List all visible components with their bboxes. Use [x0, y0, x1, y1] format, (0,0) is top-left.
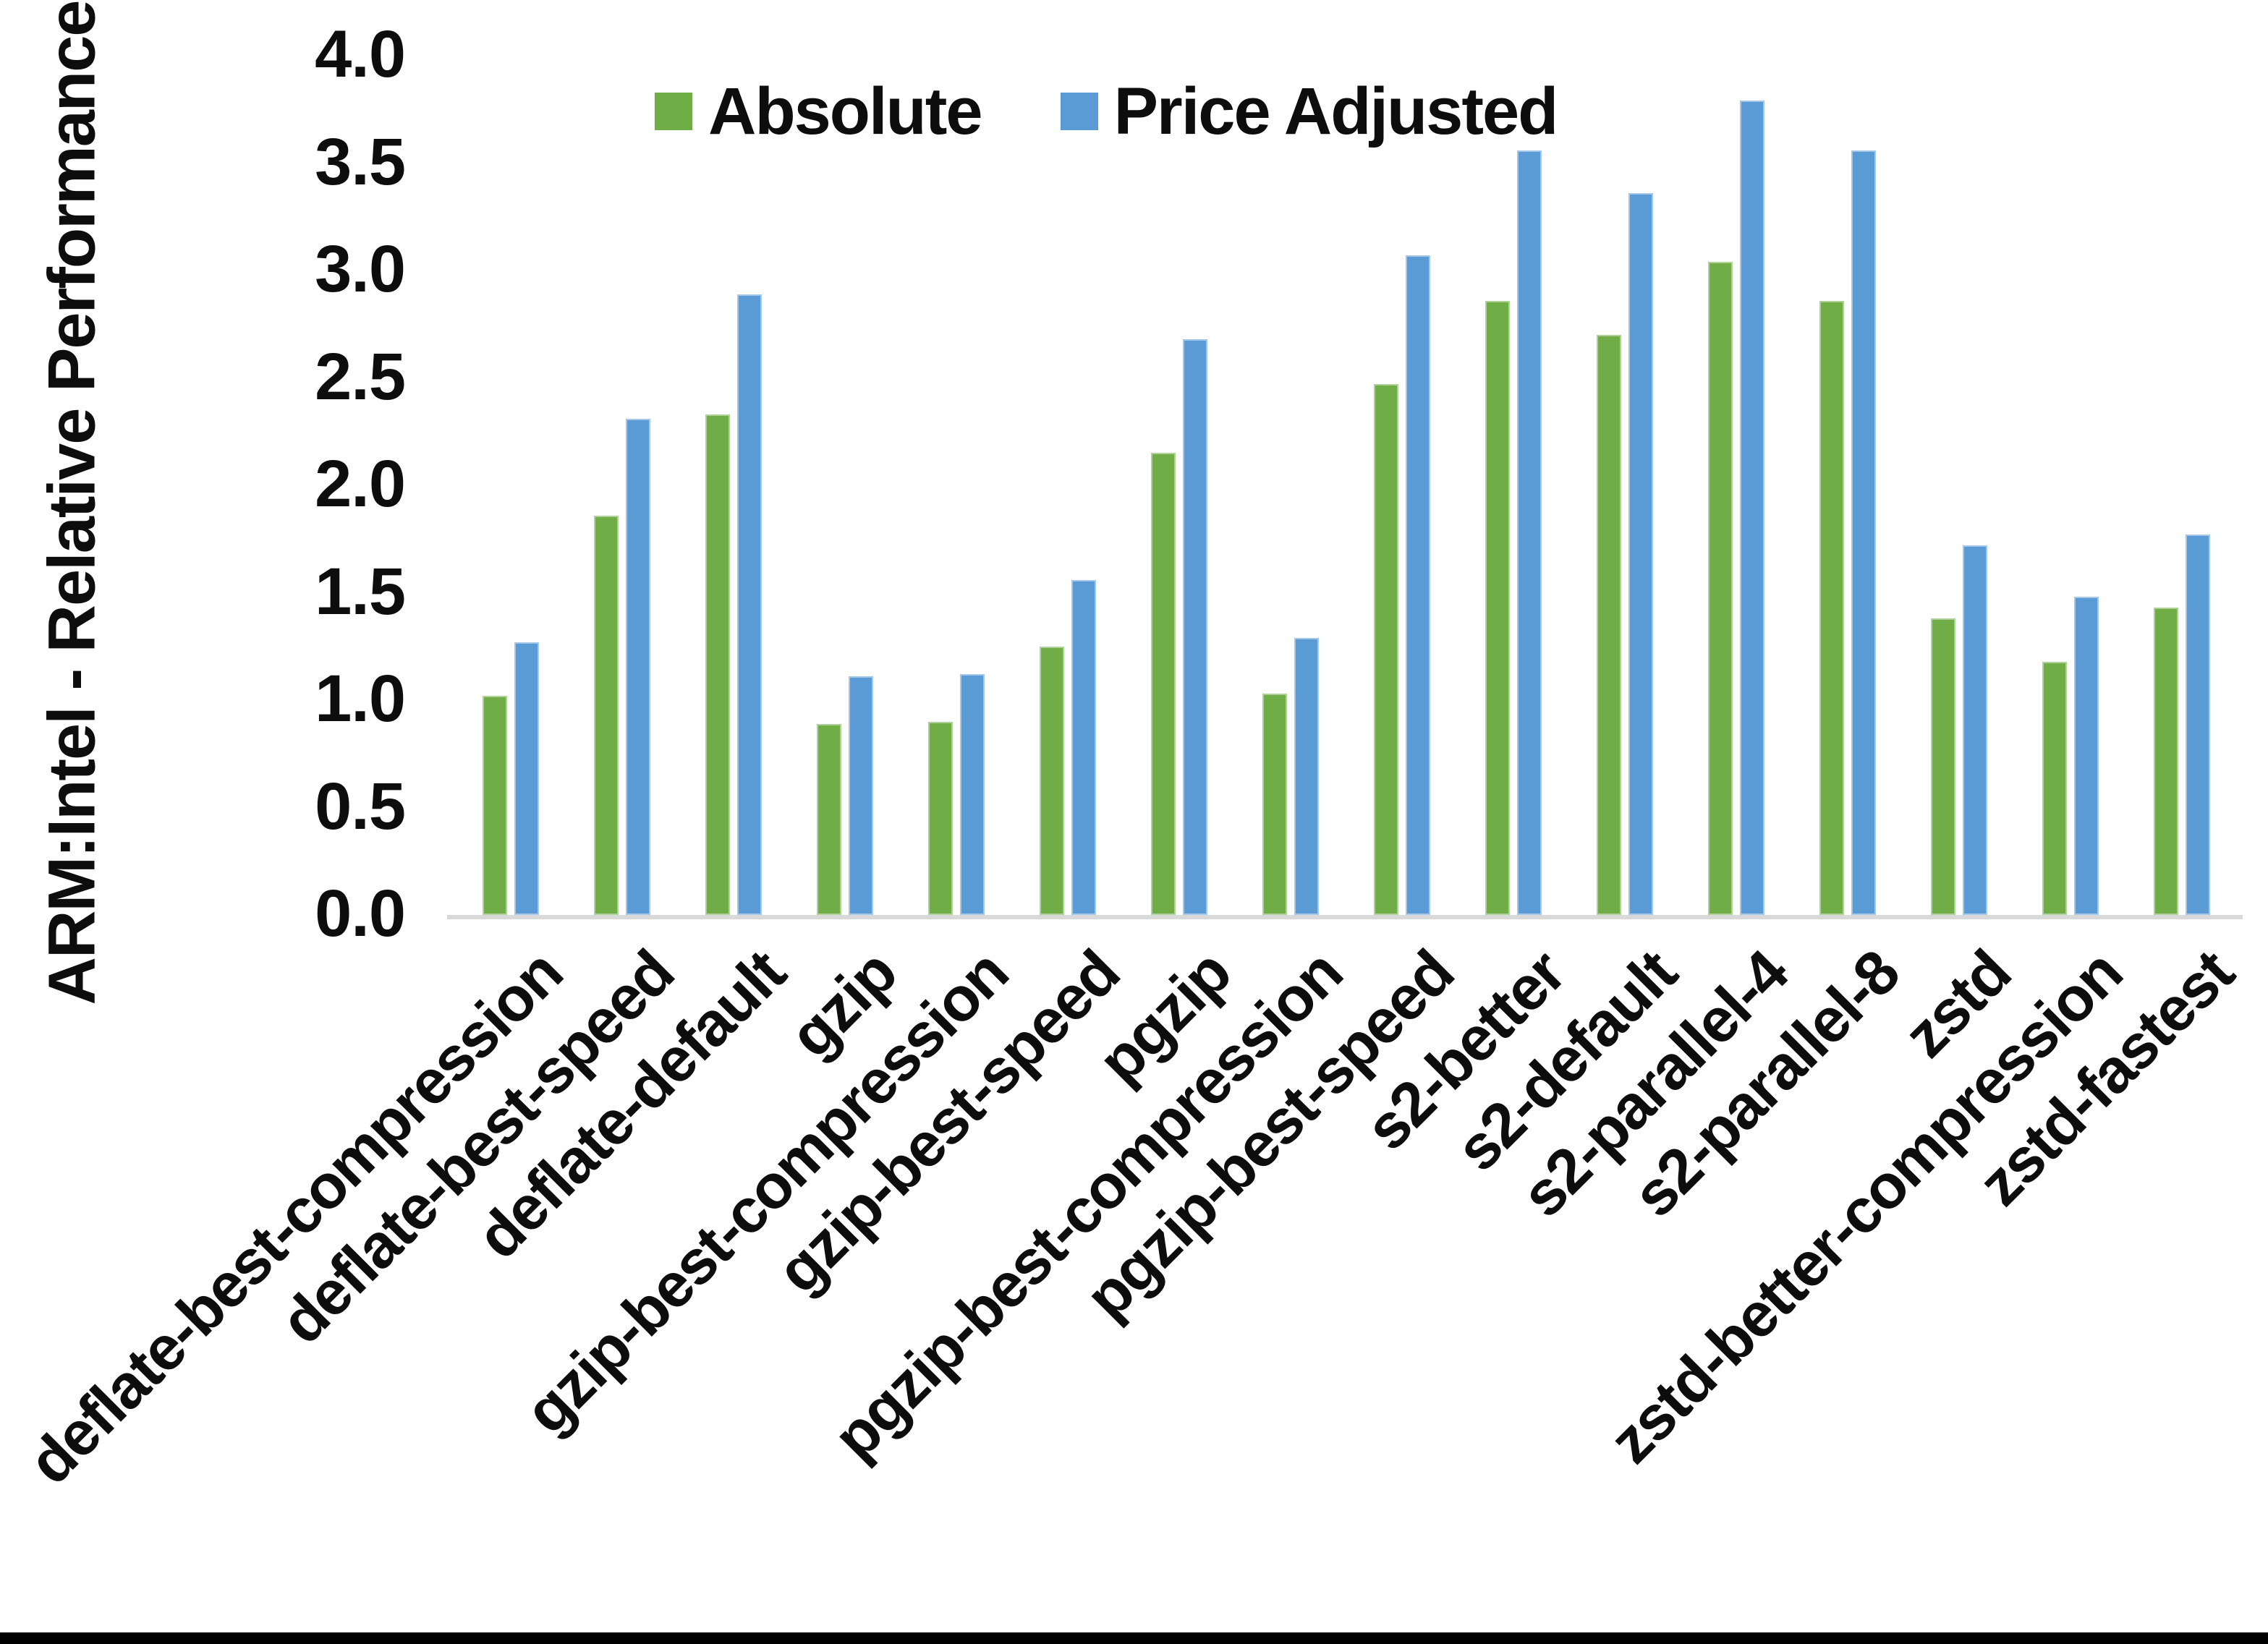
bar-price-adjusted-deflate-best-speed — [626, 418, 650, 915]
bar-price-adjusted-pgzip-best-compression — [1294, 637, 1319, 915]
y-tick-label-1.0: 1.0 — [315, 662, 406, 736]
legend: Absolute Price Adjusted — [655, 74, 1559, 148]
bar-price-adjusted-s2-parallel-8 — [1851, 150, 1876, 915]
bar-absolute-s2-parallel-8 — [1819, 300, 1844, 915]
bar-absolute-deflate-best-compression — [483, 696, 507, 915]
bar-price-adjusted-s2-better — [1517, 150, 1542, 915]
bar-price-adjusted-pgzip — [1183, 339, 1207, 915]
legend-swatch-absolute — [655, 93, 692, 130]
legend-label-absolute: Absolute — [708, 74, 983, 148]
bar-absolute-zstd-better-compression — [2042, 661, 2067, 915]
y-tick-label-2.5: 2.5 — [315, 339, 406, 414]
bar-absolute-s2-default — [1597, 335, 1621, 915]
y-tick-label-0.0: 0.0 — [315, 877, 406, 951]
bar-price-adjusted-zstd-fastest — [2186, 534, 2210, 915]
y-tick-label-3.0: 3.0 — [315, 232, 406, 307]
bar-absolute-deflate-default — [705, 414, 730, 915]
bar-absolute-gzip — [817, 723, 841, 915]
bar-absolute-gzip-best-compression — [928, 721, 953, 915]
bar-price-adjusted-gzip-best-speed — [1071, 579, 1096, 915]
bar-absolute-zstd — [1931, 618, 1955, 915]
y-tick-label-0.5: 0.5 — [315, 769, 406, 843]
bar-price-adjusted-deflate-best-compression — [514, 642, 539, 915]
y-tick-label-3.5: 3.5 — [315, 124, 406, 199]
bar-absolute-s2-better — [1485, 300, 1510, 915]
bar-price-adjusted-zstd-better-compression — [2074, 597, 2099, 915]
bar-absolute-pgzip — [1151, 453, 1176, 915]
legend-swatch-price-adjusted — [1060, 93, 1098, 130]
bar-price-adjusted-deflate-default — [737, 294, 762, 915]
bar-price-adjusted-zstd — [1963, 545, 1987, 915]
bar-absolute-pgzip-best-speed — [1374, 384, 1398, 915]
x-axis-line — [447, 915, 2243, 919]
bar-price-adjusted-s2-default — [1628, 193, 1653, 915]
legend-label-price-adjusted: Price Adjusted — [1113, 74, 1559, 148]
bar-absolute-gzip-best-speed — [1040, 646, 1064, 915]
bar-price-adjusted-s2-parallel-4 — [1740, 101, 1764, 915]
bar-price-adjusted-gzip-best-compression — [960, 674, 985, 915]
bar-price-adjusted-pgzip-best-speed — [1406, 255, 1430, 915]
bottom-border-bar — [0, 1632, 2268, 1644]
y-tick-label-1.5: 1.5 — [315, 554, 406, 629]
bar-absolute-deflate-best-speed — [594, 515, 619, 915]
bar-absolute-s2-parallel-4 — [1708, 262, 1733, 915]
bar-absolute-pgzip-best-compression — [1262, 694, 1287, 915]
y-tick-label-4.0: 4.0 — [315, 17, 406, 92]
y-tick-label-2.0: 2.0 — [315, 447, 406, 521]
bar-absolute-zstd-fastest — [2154, 608, 2178, 915]
bar-price-adjusted-gzip — [849, 676, 873, 915]
